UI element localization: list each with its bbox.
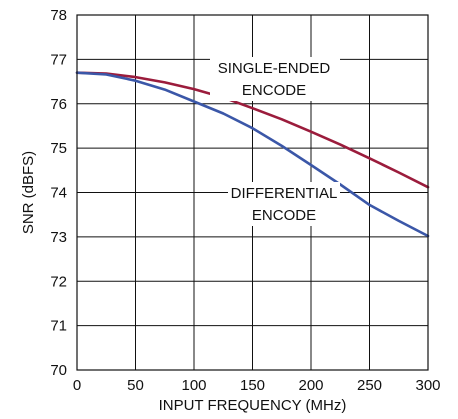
y-tick-label: 75 xyxy=(50,140,67,157)
y-tick-label: 71 xyxy=(50,318,67,335)
x-tick-label: 0 xyxy=(73,377,81,394)
x-tick-label: 250 xyxy=(357,377,382,394)
y-tick-label: 76 xyxy=(50,96,67,113)
annotation-label: ENCODE xyxy=(252,207,316,224)
annotation-label: DIFFERENTIAL xyxy=(231,185,338,202)
y-tick-label: 74 xyxy=(50,185,67,202)
annotation-label: SINGLE-ENDED xyxy=(218,60,331,77)
x-tick-label: 50 xyxy=(127,377,144,394)
y-tick-label: 73 xyxy=(50,229,67,246)
x-axis-title: INPUT FREQUENCY (MHz) xyxy=(159,397,347,414)
y-tick-label: 78 xyxy=(50,7,67,24)
x-tick-label: 300 xyxy=(415,377,440,394)
y-tick-label: 72 xyxy=(50,273,67,290)
y-tick-label: 77 xyxy=(50,51,67,68)
x-tick-label: 150 xyxy=(240,377,265,394)
annotation-label: ENCODE xyxy=(242,82,306,99)
x-tick-label: 200 xyxy=(298,377,323,394)
y-axis-title: SNR (dBFS) xyxy=(20,151,37,234)
x-tick-label: 100 xyxy=(181,377,206,394)
y-tick-label: 70 xyxy=(50,362,67,379)
